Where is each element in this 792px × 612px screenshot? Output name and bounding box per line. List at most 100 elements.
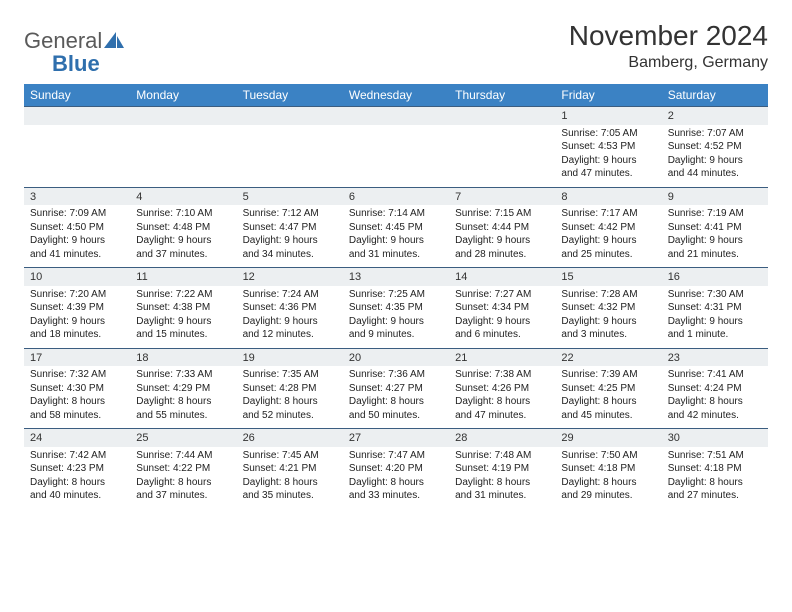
sunset-text: Sunset: 4:31 PM (668, 301, 762, 315)
day-number-cell (130, 107, 236, 125)
daylight-text: Daylight: 8 hours and 58 minutes. (30, 395, 124, 422)
dow-row: Sunday Monday Tuesday Wednesday Thursday… (24, 84, 768, 107)
month-title: November 2024 (569, 20, 768, 52)
daylight-text: Daylight: 9 hours and 31 minutes. (349, 234, 443, 261)
daylight-text: Daylight: 9 hours and 12 minutes. (243, 315, 337, 342)
day-detail-cell: Sunrise: 7:32 AMSunset: 4:30 PMDaylight:… (24, 366, 130, 429)
day-detail-cell: Sunrise: 7:10 AMSunset: 4:48 PMDaylight:… (130, 205, 236, 268)
sunset-text: Sunset: 4:20 PM (349, 462, 443, 476)
day-detail-cell: Sunrise: 7:39 AMSunset: 4:25 PMDaylight:… (555, 366, 661, 429)
sunset-text: Sunset: 4:44 PM (455, 221, 549, 235)
sunrise-text: Sunrise: 7:28 AM (561, 288, 655, 302)
day-number-cell: 27 (343, 429, 449, 447)
day-number-cell: 19 (237, 348, 343, 366)
day-detail-cell: Sunrise: 7:20 AMSunset: 4:39 PMDaylight:… (24, 286, 130, 349)
daylight-text: Daylight: 8 hours and 27 minutes. (668, 476, 762, 503)
dow-tue: Tuesday (237, 84, 343, 107)
day-number-cell: 8 (555, 187, 661, 205)
calendar-body: 12 Sunrise: 7:05 AMSunset: 4:53 PMDayligh… (24, 107, 768, 509)
day-number-cell: 5 (237, 187, 343, 205)
sunset-text: Sunset: 4:24 PM (668, 382, 762, 396)
day-detail-cell (343, 125, 449, 188)
sunset-text: Sunset: 4:36 PM (243, 301, 337, 315)
sunrise-text: Sunrise: 7:32 AM (30, 368, 124, 382)
sunset-text: Sunset: 4:25 PM (561, 382, 655, 396)
day-number-cell: 25 (130, 429, 236, 447)
week-daynum-row: 24252627282930 (24, 429, 768, 447)
sunset-text: Sunset: 4:42 PM (561, 221, 655, 235)
sunrise-text: Sunrise: 7:45 AM (243, 449, 337, 463)
day-number-cell: 11 (130, 268, 236, 286)
day-number-cell: 23 (662, 348, 768, 366)
day-number-cell (449, 107, 555, 125)
week-detail-row: Sunrise: 7:32 AMSunset: 4:30 PMDaylight:… (24, 366, 768, 429)
day-number-cell: 22 (555, 348, 661, 366)
brand-logo: General Blue (24, 20, 124, 76)
day-number-cell: 16 (662, 268, 768, 286)
calendar-page: General Blue November 2024 Bamberg, Germ… (0, 0, 792, 529)
daylight-text: Daylight: 9 hours and 34 minutes. (243, 234, 337, 261)
day-detail-cell: Sunrise: 7:42 AMSunset: 4:23 PMDaylight:… (24, 447, 130, 509)
sunrise-text: Sunrise: 7:15 AM (455, 207, 549, 221)
week-daynum-row: 10111213141516 (24, 268, 768, 286)
day-number-cell: 14 (449, 268, 555, 286)
sunset-text: Sunset: 4:18 PM (668, 462, 762, 476)
day-detail-cell: Sunrise: 7:50 AMSunset: 4:18 PMDaylight:… (555, 447, 661, 509)
day-number-cell: 28 (449, 429, 555, 447)
sunrise-text: Sunrise: 7:14 AM (349, 207, 443, 221)
sunset-text: Sunset: 4:28 PM (243, 382, 337, 396)
sunrise-text: Sunrise: 7:25 AM (349, 288, 443, 302)
day-detail-cell: Sunrise: 7:19 AMSunset: 4:41 PMDaylight:… (662, 205, 768, 268)
daylight-text: Daylight: 9 hours and 3 minutes. (561, 315, 655, 342)
day-number-cell: 12 (237, 268, 343, 286)
daylight-text: Daylight: 8 hours and 37 minutes. (136, 476, 230, 503)
day-number-cell: 21 (449, 348, 555, 366)
day-number-cell: 26 (237, 429, 343, 447)
sunrise-text: Sunrise: 7:39 AM (561, 368, 655, 382)
day-detail-cell: Sunrise: 7:33 AMSunset: 4:29 PMDaylight:… (130, 366, 236, 429)
day-detail-cell: Sunrise: 7:38 AMSunset: 4:26 PMDaylight:… (449, 366, 555, 429)
day-detail-cell: Sunrise: 7:25 AMSunset: 4:35 PMDaylight:… (343, 286, 449, 349)
sunrise-text: Sunrise: 7:17 AM (561, 207, 655, 221)
sunrise-text: Sunrise: 7:36 AM (349, 368, 443, 382)
location: Bamberg, Germany (569, 54, 768, 72)
day-number-cell: 20 (343, 348, 449, 366)
week-detail-row: Sunrise: 7:05 AMSunset: 4:53 PMDaylight:… (24, 125, 768, 188)
daylight-text: Daylight: 8 hours and 50 minutes. (349, 395, 443, 422)
daylight-text: Daylight: 8 hours and 42 minutes. (668, 395, 762, 422)
sunrise-text: Sunrise: 7:24 AM (243, 288, 337, 302)
sunset-text: Sunset: 4:18 PM (561, 462, 655, 476)
day-detail-cell: Sunrise: 7:44 AMSunset: 4:22 PMDaylight:… (130, 447, 236, 509)
day-detail-cell: Sunrise: 7:48 AMSunset: 4:19 PMDaylight:… (449, 447, 555, 509)
daylight-text: Daylight: 9 hours and 25 minutes. (561, 234, 655, 261)
dow-thu: Thursday (449, 84, 555, 107)
sunrise-text: Sunrise: 7:27 AM (455, 288, 549, 302)
sunrise-text: Sunrise: 7:33 AM (136, 368, 230, 382)
daylight-text: Daylight: 8 hours and 47 minutes. (455, 395, 549, 422)
day-detail-cell: Sunrise: 7:36 AMSunset: 4:27 PMDaylight:… (343, 366, 449, 429)
day-number-cell: 15 (555, 268, 661, 286)
week-detail-row: Sunrise: 7:09 AMSunset: 4:50 PMDaylight:… (24, 205, 768, 268)
daylight-text: Daylight: 9 hours and 6 minutes. (455, 315, 549, 342)
day-number-cell: 29 (555, 429, 661, 447)
daylight-text: Daylight: 9 hours and 37 minutes. (136, 234, 230, 261)
day-detail-cell: Sunrise: 7:45 AMSunset: 4:21 PMDaylight:… (237, 447, 343, 509)
day-detail-cell: Sunrise: 7:24 AMSunset: 4:36 PMDaylight:… (237, 286, 343, 349)
day-number-cell: 6 (343, 187, 449, 205)
daylight-text: Daylight: 9 hours and 15 minutes. (136, 315, 230, 342)
daylight-text: Daylight: 9 hours and 21 minutes. (668, 234, 762, 261)
day-number-cell (343, 107, 449, 125)
day-detail-cell: Sunrise: 7:12 AMSunset: 4:47 PMDaylight:… (237, 205, 343, 268)
sunrise-text: Sunrise: 7:30 AM (668, 288, 762, 302)
sunrise-text: Sunrise: 7:51 AM (668, 449, 762, 463)
day-number-cell: 13 (343, 268, 449, 286)
week-detail-row: Sunrise: 7:42 AMSunset: 4:23 PMDaylight:… (24, 447, 768, 509)
day-detail-cell: Sunrise: 7:30 AMSunset: 4:31 PMDaylight:… (662, 286, 768, 349)
sunrise-text: Sunrise: 7:22 AM (136, 288, 230, 302)
daylight-text: Daylight: 8 hours and 40 minutes. (30, 476, 124, 503)
daylight-text: Daylight: 9 hours and 47 minutes. (561, 154, 655, 181)
day-detail-cell: Sunrise: 7:15 AMSunset: 4:44 PMDaylight:… (449, 205, 555, 268)
day-number-cell: 3 (24, 187, 130, 205)
day-detail-cell: Sunrise: 7:51 AMSunset: 4:18 PMDaylight:… (662, 447, 768, 509)
sunset-text: Sunset: 4:52 PM (668, 140, 762, 154)
